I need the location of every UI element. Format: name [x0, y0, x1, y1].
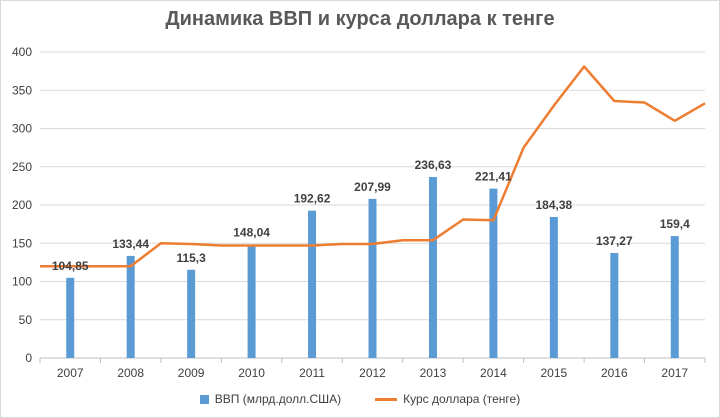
bar-2007	[66, 277, 75, 358]
bar-2014	[489, 188, 498, 358]
data-label-2014: 221,41	[475, 170, 512, 184]
chart-title: Динамика ВВП и курса доллара к тенге	[165, 8, 555, 30]
bar-2013	[428, 176, 437, 358]
bar-2015	[549, 216, 558, 358]
legend: ВВП (млрд.долл.США) Курс доллара (тенге)	[0, 389, 720, 409]
x-tick-label-2011: 2011	[299, 366, 325, 380]
x-tick-label-2009: 2009	[178, 366, 205, 380]
y-tick-label-200: 200	[12, 198, 32, 212]
legend-label-gdp: ВВП (млрд.долл.США)	[214, 392, 342, 406]
y-tick-label-250: 250	[12, 160, 32, 174]
x-tick-label-2017: 2017	[661, 366, 688, 380]
x-axis: 2007 2008 2009 2010 2011 2012 2013 2014 2015 2016…	[39, 357, 706, 380]
x-tick-label-2015: 2015	[541, 366, 568, 380]
data-label-2009: 115,3	[176, 251, 206, 265]
y-tick-label-50: 50	[19, 313, 33, 327]
x-tick-label-2008: 2008	[117, 366, 144, 380]
y-tick-label-0: 0	[25, 351, 32, 365]
data-labels: 104,85 133,44 115,3 148,04 192,62 207,99 236,6…	[52, 158, 690, 273]
bar-2010	[247, 244, 256, 358]
x-tick-label-2013: 2013	[420, 366, 447, 380]
data-label-2016: 137,27	[596, 234, 633, 248]
bar-2016	[610, 252, 619, 358]
data-label-2015: 184,38	[536, 198, 573, 212]
rate-line	[40, 65, 706, 268]
data-label-2017: 159,4	[660, 217, 690, 231]
line-series	[40, 65, 706, 268]
data-label-2011: 192,62	[294, 192, 331, 206]
legend-item-gdp[interactable]: ВВП (млрд.долл.США)	[199, 392, 342, 406]
data-label-2010: 148,04	[233, 226, 270, 240]
bar-2017	[670, 236, 679, 358]
data-label-2007: 104,85	[52, 259, 89, 273]
y-tick-label-100: 100	[12, 275, 32, 289]
legend-label-rate: Курс доллара (тенге)	[403, 392, 521, 406]
x-tick-label-2007: 2007	[57, 366, 84, 380]
bar-2011	[308, 210, 317, 358]
y-tick-label-300: 300	[12, 122, 32, 136]
y-axis: 0 50 100 150 200 250 300 350 400	[12, 45, 32, 365]
bar-2012	[368, 198, 377, 358]
legend-swatch-gdp	[199, 394, 209, 404]
legend-item-rate[interactable]: Курс доллара (тенге)	[375, 392, 520, 406]
x-tick-label-2014: 2014	[480, 366, 507, 380]
legend-swatch-rate	[375, 397, 398, 401]
x-tick-label-2012: 2012	[359, 366, 386, 380]
data-label-2013: 236,63	[415, 158, 452, 172]
x-tick-label-2016: 2016	[601, 366, 628, 380]
bar-2009	[187, 269, 196, 358]
data-label-2008: 133,44	[112, 237, 149, 251]
y-tick-label-150: 150	[12, 236, 32, 250]
bar-series	[66, 176, 679, 358]
x-tick-label-2010: 2010	[238, 366, 265, 380]
y-tick-label-350: 350	[12, 83, 32, 97]
y-tick-label-400: 400	[12, 45, 32, 59]
data-label-2012: 207,99	[354, 180, 391, 194]
bar-2008	[126, 255, 135, 358]
